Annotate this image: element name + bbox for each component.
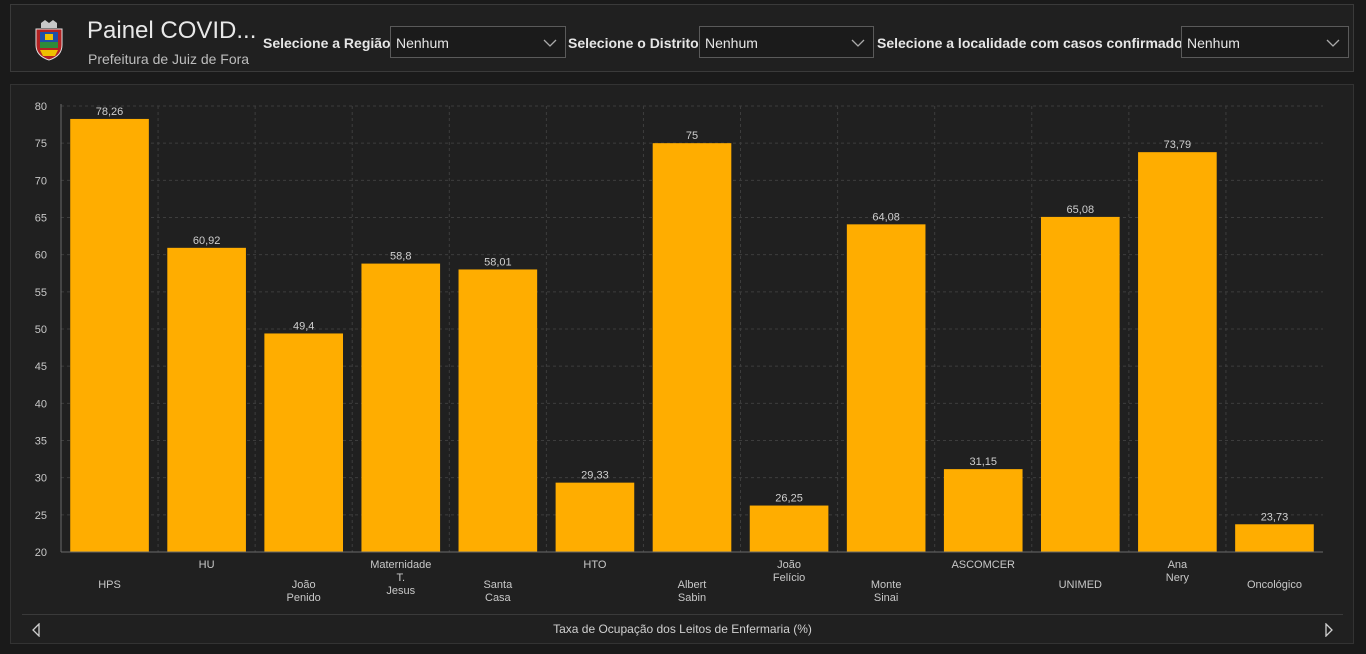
district-select-value: Nenhum <box>705 35 758 51</box>
bar[interactable] <box>1040 216 1120 552</box>
y-tick-label: 50 <box>35 324 47 336</box>
bar[interactable] <box>749 505 829 552</box>
x-tick-label-line: João <box>777 559 801 571</box>
x-tick-label: João Felício <box>773 559 805 584</box>
x-tick-label-line: HU <box>199 559 215 571</box>
bar-series: 78,26 60,92 49,4 58,8 58,01 29,33 75 26,25 64,08… <box>70 106 1314 553</box>
x-tick-label-line: Sabin <box>678 592 706 604</box>
x-tick-label-line: Nery <box>1166 572 1190 584</box>
bar[interactable] <box>846 224 926 552</box>
scroll-right-icon[interactable] <box>1324 623 1334 637</box>
x-tick-label-line: João <box>292 579 316 591</box>
bar-value-label: 65,08 <box>1067 204 1095 216</box>
locality-select-value: Nenhum <box>1187 35 1240 51</box>
x-tick-label-line: UNIMED <box>1059 579 1102 591</box>
y-tick-label: 55 <box>35 287 47 299</box>
y-tick-label: 80 <box>35 101 47 113</box>
district-filter-label: Selecione o Distrito <box>568 35 699 51</box>
x-tick-label: Oncológico <box>1247 579 1302 591</box>
x-tick-label-line: Jesus <box>386 585 415 597</box>
x-tick-label-line: Penido <box>287 592 321 604</box>
x-tick-label: Santa Casa <box>483 579 513 604</box>
x-tick-label: João Penido <box>287 579 321 604</box>
x-tick-label: Ana Nery <box>1166 559 1190 584</box>
x-tick-label-line: Monte <box>871 579 902 591</box>
x-tick-label-line: HTO <box>583 559 606 571</box>
x-tick-label: ASCOMCER <box>951 559 1015 571</box>
locality-filter-label: Selecione a localidade com casos confirm… <box>877 35 1191 51</box>
y-tick-label: 30 <box>35 473 47 485</box>
region-select-value: Nenhum <box>396 35 449 51</box>
y-tick-label: 60 <box>35 250 47 262</box>
locality-select[interactable]: Nenhum <box>1181 26 1349 58</box>
y-axis: 20 25 30 35 40 45 50 55 60 65 70 75 80 <box>35 101 62 559</box>
bar[interactable] <box>264 333 344 552</box>
bar-value-label: 26,25 <box>775 493 803 505</box>
region-filter-label: Selecione a Região <box>263 35 391 51</box>
bar-value-label: 60,92 <box>193 235 221 247</box>
x-tick-label-line: Sinai <box>874 592 898 604</box>
bar-value-label: 23,73 <box>1261 511 1289 523</box>
y-tick-label: 35 <box>35 436 47 448</box>
dashboard-header: Painel COVID... Prefeitura de Juiz de Fo… <box>10 4 1354 72</box>
bar-value-label: 31,15 <box>969 456 997 468</box>
y-tick-label: 65 <box>35 213 47 225</box>
x-tick-label-line: Maternidade <box>370 559 431 571</box>
x-tick-label: HU <box>199 559 215 571</box>
x-tick-label: HPS <box>98 579 121 591</box>
bar[interactable] <box>1138 152 1217 552</box>
page-title: Painel COVID... <box>87 17 257 44</box>
bar[interactable] <box>555 482 635 552</box>
y-tick-label: 45 <box>35 361 47 373</box>
x-tick-label: UNIMED <box>1059 579 1102 591</box>
bar[interactable] <box>1235 524 1314 552</box>
x-tick-label-line: Felício <box>773 572 805 584</box>
y-tick-label: 25 <box>35 510 47 522</box>
y-tick-label: 75 <box>35 138 47 150</box>
district-select[interactable]: Nenhum <box>699 26 874 58</box>
bar-value-label: 75 <box>686 130 698 142</box>
bar[interactable] <box>361 263 441 552</box>
x-tick-label-line: Ana <box>1168 559 1188 571</box>
x-tick-label-line: T. <box>396 572 405 584</box>
x-tick-label-line: HPS <box>98 579 121 591</box>
bar[interactable] <box>943 469 1023 552</box>
bar[interactable] <box>652 143 732 552</box>
scroll-left-icon[interactable] <box>31 623 41 637</box>
bar-value-label: 73,79 <box>1164 139 1192 151</box>
bar-value-label: 29,33 <box>581 470 609 482</box>
bar-value-label: 49,4 <box>293 320 314 332</box>
y-tick-label: 70 <box>35 175 47 187</box>
x-tick-label: Monte Sinai <box>871 579 902 604</box>
x-tick-label-line: Santa <box>483 579 513 591</box>
bar-value-label: 78,26 <box>96 106 124 118</box>
region-select[interactable]: Nenhum <box>390 26 566 58</box>
x-axis-title: Taxa de Ocupação dos Leitos de Enfermari… <box>553 622 812 636</box>
bar[interactable] <box>458 269 538 552</box>
bar-value-label: 64,08 <box>872 211 900 223</box>
bar[interactable] <box>167 247 246 552</box>
x-tick-label-line: ASCOMCER <box>951 559 1015 571</box>
chevron-down-icon <box>1326 39 1340 47</box>
chevron-down-icon <box>543 39 557 47</box>
city-coat-of-arms-logo <box>35 20 63 61</box>
x-tick-label-line: Casa <box>485 592 512 604</box>
x-tick-label-line: Albert <box>678 579 707 591</box>
x-tick-label-line: Oncológico <box>1247 579 1302 591</box>
x-tick-label: HTO <box>583 559 606 571</box>
bar-value-label: 58,8 <box>390 251 411 263</box>
chart-footer: Taxa de Ocupação dos Leitos de Enfermari… <box>22 614 1343 643</box>
y-tick-label: 40 <box>35 398 47 410</box>
bar[interactable] <box>70 118 149 553</box>
bar-value-label: 58,01 <box>484 256 512 268</box>
chevron-down-icon <box>851 39 865 47</box>
y-tick-label: 20 <box>35 547 47 559</box>
x-tick-label: Maternidade T. Jesus <box>370 559 431 597</box>
x-tick-label: Albert Sabin <box>678 579 707 604</box>
page-subtitle: Prefeitura de Juiz de Fora <box>88 51 250 67</box>
